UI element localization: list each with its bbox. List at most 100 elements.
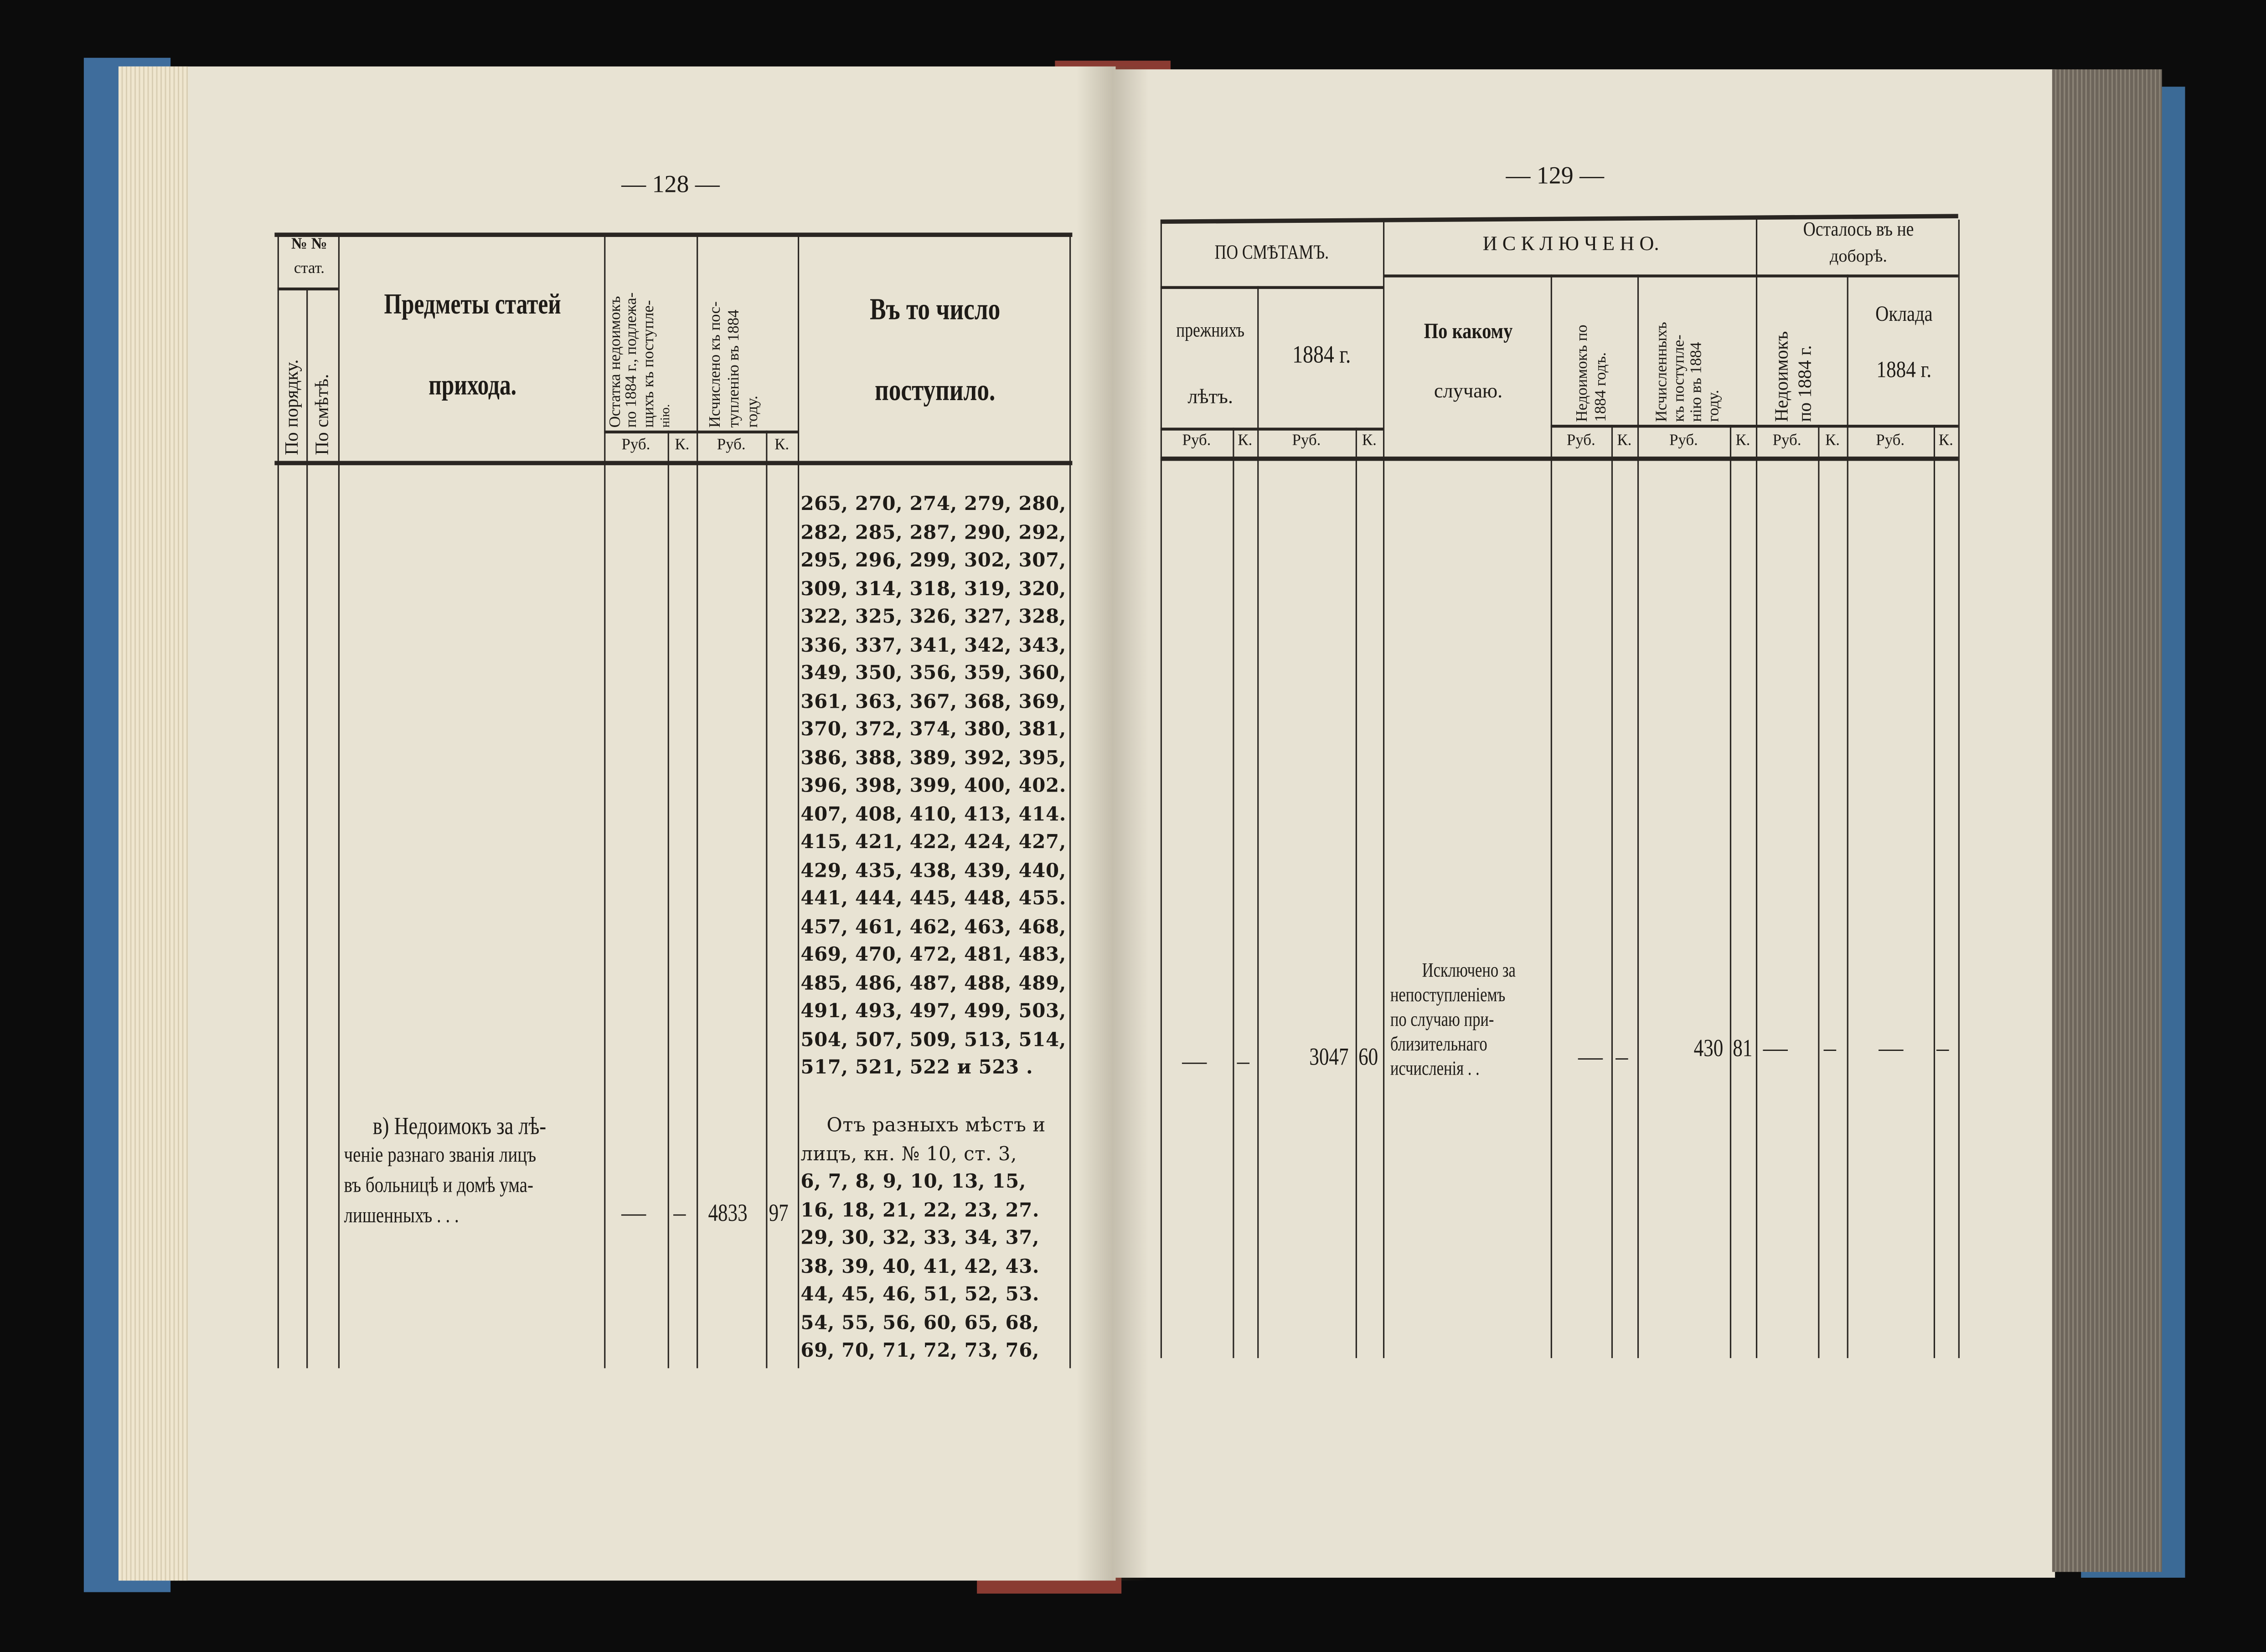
y1884-rub: 3047 xyxy=(1309,1043,1349,1071)
page-number-left: — 128 — xyxy=(621,170,720,198)
y1884-kop: 60 xyxy=(1358,1043,1378,1071)
rub-label: Руб. xyxy=(1772,432,1801,449)
received-number-line: 336, 337, 341, 342, 343, xyxy=(800,635,1066,657)
nn-header: № № xyxy=(291,235,327,253)
rub-label: Руб. xyxy=(1669,432,1698,449)
prev-years-header-2: лѣтъ. xyxy=(1187,387,1233,409)
page-number-right: — 129 — xyxy=(1506,162,1605,190)
received-number-line: 429, 435, 438, 439, 440, xyxy=(800,860,1066,882)
arrears-header-4: нію. xyxy=(657,404,672,428)
prev-rub: — xyxy=(1182,1047,1207,1075)
item-v-received-line: 16, 18, 21, 22, 23, 27. xyxy=(800,1199,1040,1222)
salary-kop: – xyxy=(1936,1034,1949,1062)
computed-header-1: Исчислено къ пос- xyxy=(707,301,724,428)
reason-line: непоступленіемъ xyxy=(1390,985,1506,1007)
received-number-line: 349, 350, 356, 359, 360, xyxy=(800,663,1066,685)
received-number-line: 370, 372, 374, 380, 381, xyxy=(800,719,1066,741)
reason-line: по случаю при- xyxy=(1390,1010,1494,1032)
salary-rub: — xyxy=(1879,1034,1904,1062)
rub-label: Руб. xyxy=(621,436,650,454)
received-number-line: 469, 470, 472, 481, 483, xyxy=(800,945,1066,967)
item-v-line: ченіе разнаго званія лицъ xyxy=(344,1144,537,1168)
by-what-case-header-1: По какому xyxy=(1424,320,1513,344)
computed-rub: 430 xyxy=(1693,1034,1724,1062)
item-v-computed-rub: 4833 xyxy=(708,1199,748,1227)
computed-header-3: нію въ 1884 xyxy=(1688,342,1705,422)
item-v-received-line: 38, 39, 40, 41, 42, 43. xyxy=(800,1256,1040,1278)
rub-label: Руб. xyxy=(1876,432,1905,449)
reason-line: близительнаго xyxy=(1390,1034,1487,1056)
item-v-received-line: 44, 45, 46, 51, 52, 53. xyxy=(800,1284,1040,1306)
received-header-1: Въ то число xyxy=(870,292,1001,327)
item-v-received-line: лицъ, кн. № 10, ст. 3, xyxy=(800,1143,1017,1165)
item-v-line: лишенныхъ . . . xyxy=(344,1205,459,1228)
rub-label: Руб. xyxy=(1182,432,1211,449)
received-number-line: 457, 461, 462, 463, 468, xyxy=(800,916,1066,939)
computed-header-4: году. xyxy=(1705,390,1723,422)
received-number-line: 282, 285, 287, 290, 292, xyxy=(800,522,1066,544)
prev-years-header-1: прежнихъ xyxy=(1176,320,1245,343)
subjects-header-2: прихода. xyxy=(428,370,517,402)
reason-line: исчисленія . . xyxy=(1390,1059,1480,1081)
salary-header-1: Оклада xyxy=(1875,303,1933,327)
excluded-header: И С К Л Ю Ч Е Н О. xyxy=(1482,234,1659,256)
item-v-arrears-kop: – xyxy=(673,1199,686,1227)
kop-label: К. xyxy=(1825,432,1840,449)
received-number-line: 396, 398, 399, 400, 402. xyxy=(800,776,1066,798)
right-page xyxy=(1113,69,2055,1578)
received-header-2: поступило. xyxy=(875,372,996,408)
page-edges-left xyxy=(118,66,188,1581)
kop-label: К. xyxy=(774,436,790,454)
gutter xyxy=(1076,66,1149,1581)
item-v-arrears-rub: — xyxy=(621,1199,646,1227)
received-number-line: 491, 493, 497, 499, 503, xyxy=(800,1001,1066,1023)
left-page xyxy=(118,66,1116,1581)
rub-label: Руб. xyxy=(1566,432,1595,449)
rem-arrears-kop: – xyxy=(1823,1034,1836,1062)
arrears-kop: – xyxy=(1616,1043,1628,1071)
computed-header-2: къ поступле- xyxy=(1670,335,1688,422)
rem-arrears-header-2: по 1884 г. xyxy=(1793,345,1815,422)
received-number-line: 386, 388, 389, 392, 395, xyxy=(800,747,1066,770)
arrears-header-1: Остатка недоимокъ xyxy=(607,296,625,428)
received-number-line: 504, 507, 509, 513, 514, xyxy=(800,1029,1066,1051)
rub-label: Руб. xyxy=(1292,432,1321,449)
received-number-line: 361, 363, 367, 368, 369, xyxy=(800,691,1066,713)
received-number-line: 295, 296, 299, 302, 307, xyxy=(800,550,1066,572)
arrears-1884-header-1: Недоимокъ по xyxy=(1574,324,1591,422)
computed-header-3: году. xyxy=(744,396,762,428)
kop-label: К. xyxy=(1617,432,1632,449)
received-number-line: 415, 421, 422, 424, 427, xyxy=(800,832,1066,854)
item-v-received-line: Отъ разныхъ мѣстъ и xyxy=(826,1115,1046,1137)
kop-label: К. xyxy=(1735,432,1750,449)
arrears-header-2: по 1884 г., подлежа- xyxy=(623,292,640,428)
received-number-line: 265, 270, 274, 279, 280, xyxy=(800,494,1066,516)
kop-label: К. xyxy=(1362,432,1377,449)
rub-label: Руб. xyxy=(717,436,746,454)
remaining-header-1: Осталось въ не xyxy=(1803,219,1914,242)
salary-header-2: 1884 г. xyxy=(1876,358,1932,383)
by-what-case-header-2: случаю. xyxy=(1434,381,1503,403)
by-estimate-header: По смѣтѣ. xyxy=(310,374,333,455)
kop-label: К. xyxy=(1938,432,1953,449)
received-number-line: 407, 408, 410, 413, 414. xyxy=(800,804,1066,826)
year-1884-header: 1884 г. xyxy=(1292,341,1351,369)
item-v-received-line: 54, 55, 56, 60, 65, 68, xyxy=(800,1312,1040,1334)
prev-kop: – xyxy=(1237,1047,1249,1075)
arrears-1884-header-2: 1884 годъ. xyxy=(1592,352,1610,422)
received-number-line: 309, 314, 318, 319, 320, xyxy=(800,578,1066,601)
rem-arrears-rub: — xyxy=(1763,1034,1788,1062)
arrears-rub: — xyxy=(1578,1043,1603,1071)
remaining-header-2: доборѣ. xyxy=(1829,245,1887,266)
received-number-line: 441, 444, 445, 448, 455. xyxy=(800,888,1066,911)
computed-kop: 81 xyxy=(1733,1034,1753,1062)
item-v-line: в) Недоимокъ за лѣ- xyxy=(372,1112,547,1140)
computed-header-1: Исчисленныхъ xyxy=(1653,322,1671,422)
received-number-line: 485, 486, 487, 488, 489, xyxy=(800,973,1066,995)
item-v-received-line: 69, 70, 71, 72, 73, 76, xyxy=(800,1341,1040,1363)
item-v-line: въ больницѣ и домѣ ума- xyxy=(344,1174,533,1198)
by-order-header: По порядку. xyxy=(280,359,302,455)
item-v-computed-kop: 97 xyxy=(769,1199,789,1227)
received-number-line: 517, 521, 522 и 523 . xyxy=(800,1057,1033,1080)
